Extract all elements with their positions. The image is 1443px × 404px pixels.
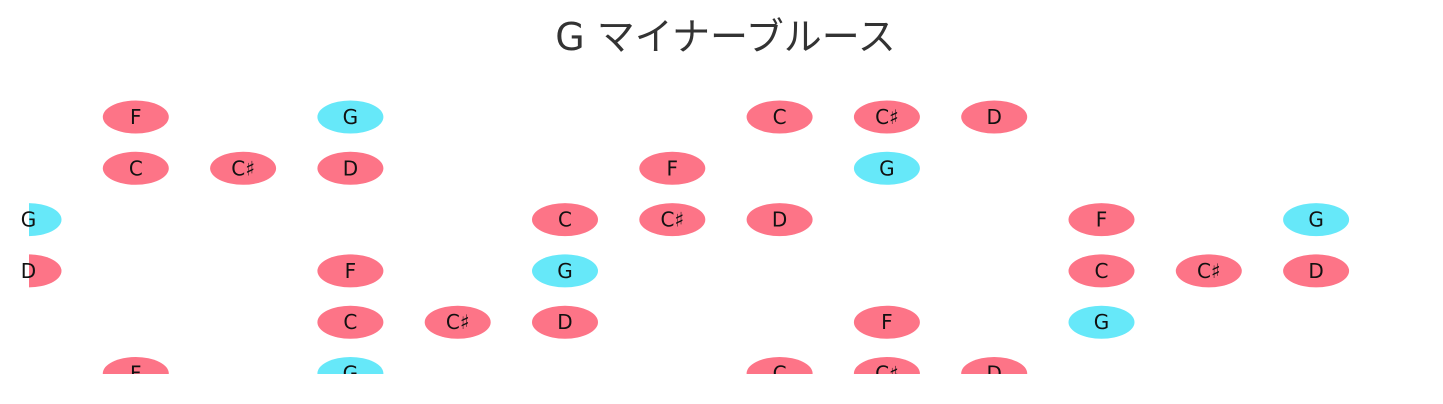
note-label: C♯ [1197, 259, 1221, 283]
note-label: F [881, 310, 893, 334]
bottom-edge [0, 374, 1443, 404]
note-label: C♯ [875, 105, 899, 129]
note-label: C [773, 105, 787, 129]
note-label: C♯ [446, 310, 470, 334]
note-label: C [343, 310, 357, 334]
note-label: D [1308, 259, 1323, 283]
note-label: F [345, 259, 357, 283]
note-label: D [343, 156, 358, 180]
note-label: C♯ [660, 208, 684, 232]
note-label: G [1308, 208, 1324, 232]
note-label: F [130, 105, 142, 129]
note-label: G [1094, 310, 1110, 334]
note-label: D [557, 310, 572, 334]
note-label: G [879, 156, 895, 180]
note-label: G [557, 259, 573, 283]
note-label: C♯ [231, 156, 255, 180]
note-label: D [21, 259, 36, 283]
note-label: D [986, 105, 1001, 129]
note-label: C [558, 208, 572, 232]
note-label: F [1096, 208, 1108, 232]
note-label: F [667, 156, 679, 180]
note-label: C [129, 156, 143, 180]
note-label: G [21, 208, 37, 232]
note-label: G [343, 105, 359, 129]
note-label: D [772, 208, 787, 232]
note-label: C [1095, 259, 1109, 283]
